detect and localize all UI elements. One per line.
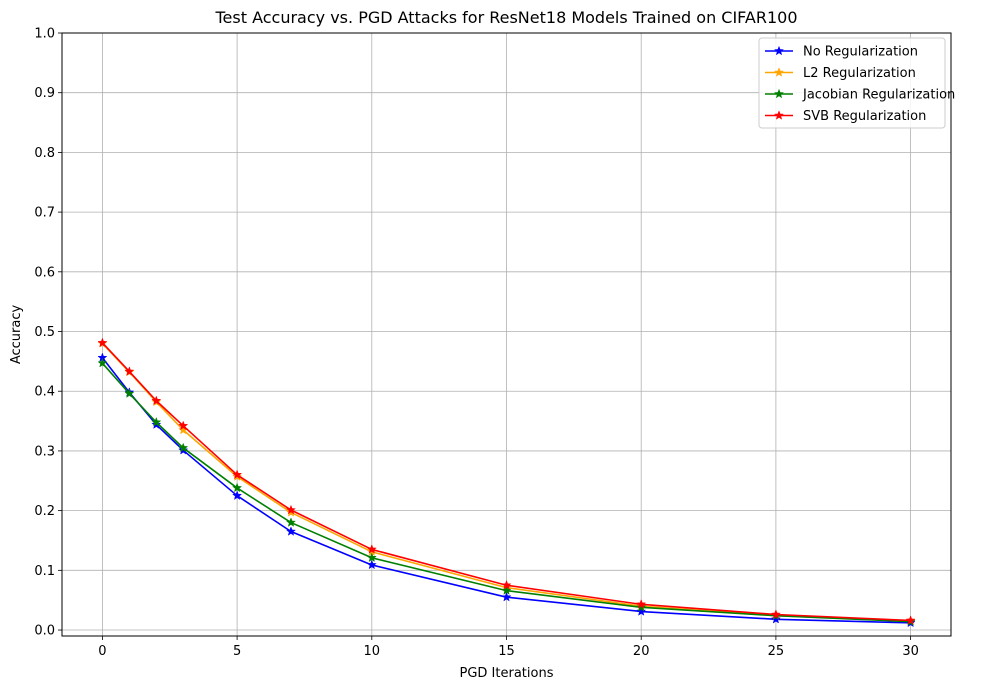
data-point: [124, 366, 135, 376]
legend-item: Jacobian Regularization: [765, 88, 955, 103]
data-point: [366, 552, 377, 563]
legend-box: [758, 37, 946, 129]
series-svb-regularization: [97, 337, 916, 625]
data-point: [636, 606, 647, 616]
y-tick-label: 1.0: [34, 27, 55, 42]
series-layer: [97, 337, 916, 628]
chart-title: Test Accuracy vs. PGD Attacks for ResNet…: [214, 8, 797, 27]
data-point: [285, 526, 297, 536]
y-tick-label: 0.2: [34, 504, 55, 519]
data-point: [501, 591, 512, 602]
data-point: [232, 469, 243, 480]
x-tick-label: 25: [768, 644, 785, 659]
data-point: [905, 615, 916, 625]
y-tick-label: 0.7: [34, 206, 55, 221]
data-point: [285, 504, 297, 515]
x-tick-label: 20: [633, 644, 650, 659]
x-axis-title: PGD Iterations: [460, 666, 554, 681]
y-axis-title: Accuracy: [9, 305, 24, 365]
legend-marker: [773, 110, 785, 120]
data-point: [178, 420, 189, 431]
y-tick-label: 0.6: [34, 265, 55, 280]
y-tick-label: 0.0: [34, 624, 55, 639]
data-point: [151, 395, 162, 406]
legend-marker: [773, 45, 785, 56]
data-point: [636, 599, 647, 609]
data-point: [770, 613, 781, 624]
legend-item: No Regularization: [765, 45, 918, 60]
x-tick-label: 30: [902, 644, 919, 659]
data-point: [232, 490, 243, 500]
y-tick-label: 0.4: [34, 385, 55, 400]
data-point: [366, 559, 377, 570]
data-point: [501, 585, 512, 595]
data-point: [501, 579, 512, 590]
data-point: [232, 482, 243, 493]
x-tick-label: 0: [98, 644, 106, 659]
y-tick-label: 0.3: [34, 444, 55, 459]
data-point: [770, 609, 781, 619]
legend-item: SVB Regularization: [765, 109, 926, 124]
legend-marker: [773, 67, 785, 77]
data-point: [151, 416, 162, 427]
y-tick-label: 0.8: [34, 146, 55, 161]
data-point: [366, 544, 377, 554]
data-point: [97, 357, 108, 368]
y-tick-label: 0.9: [34, 86, 55, 101]
data-point: [97, 337, 108, 348]
x-tick-label: 15: [498, 644, 515, 659]
legend-marker: [773, 88, 785, 99]
y-tick-label: 0.1: [34, 564, 55, 579]
legend-label: L2 Regularization: [803, 66, 916, 81]
legend-label: SVB Regularization: [803, 109, 926, 124]
axis-ticks: 0 5 10 15 20 25 30 0.0 0.1 0.2 0.3 0.4 0.5 0.6 0.7 0.8 0…: [34, 27, 919, 660]
legend-item: L2 Regularization: [765, 66, 916, 81]
legend: No Regularization L2 Regularization Jacobi…: [758, 37, 955, 129]
y-tick-label: 0.5: [34, 325, 55, 340]
x-tick-label: 10: [364, 644, 381, 659]
legend-label: No Regularization: [803, 45, 918, 60]
legend-label: Jacobian Regularization: [802, 88, 955, 103]
data-point: [178, 442, 189, 453]
data-point: [124, 388, 135, 398]
data-point: [636, 602, 647, 612]
data-point: [285, 517, 297, 527]
x-tick-label: 5: [233, 644, 241, 659]
